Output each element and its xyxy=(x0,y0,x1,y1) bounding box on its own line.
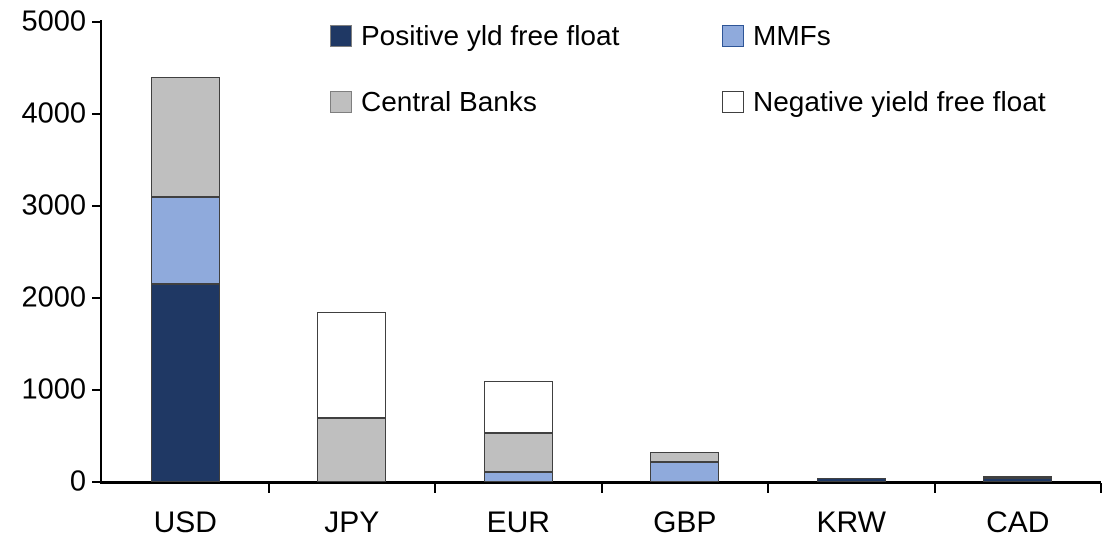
x-axis-tick xyxy=(767,483,769,493)
y-axis-tick xyxy=(92,297,100,299)
legend-swatch-icon xyxy=(722,91,744,113)
bar-segment-cad-positive-yld-free-float xyxy=(983,478,1053,482)
legend-item-label: Negative yield free float xyxy=(753,86,1046,117)
y-axis-tick-label: 5000 xyxy=(21,5,86,38)
bar-segment-krw-positive-yld-free-float xyxy=(816,477,886,482)
bar-segment-eur-negative-yield-free-float xyxy=(483,380,553,434)
x-axis-tick xyxy=(933,483,936,493)
x-axis-category-label: CAD xyxy=(986,506,1050,539)
x-axis-tick xyxy=(1100,483,1102,493)
x-axis-category-label: JPY xyxy=(324,506,380,539)
y-axis-tick-label: 3000 xyxy=(21,189,86,222)
y-axis-tick xyxy=(92,481,100,483)
y-axis-tick-label: 1000 xyxy=(21,373,86,406)
x-axis-line xyxy=(100,481,1101,484)
legend-item-label: Positive yld free float xyxy=(361,20,620,51)
legend-item-mmfs: MMFs xyxy=(722,22,831,50)
y-axis-tick-label: 2000 xyxy=(21,281,86,314)
x-axis-tick xyxy=(600,483,603,493)
bar-segment-usd-mmfs xyxy=(150,196,220,285)
legend-item-label: MMFs xyxy=(753,20,831,51)
legend-item-negative-yield-free-float: Negative yield free float xyxy=(722,88,1046,116)
bar-segment-usd-central-banks xyxy=(150,77,220,197)
bar-segment-eur-mmfs xyxy=(483,471,553,482)
y-axis-tick xyxy=(92,389,100,391)
legend-item-central-banks: Central Banks xyxy=(330,88,537,116)
legend-swatch-icon xyxy=(330,91,352,113)
bar-segment-gbp-mmfs xyxy=(650,461,720,482)
y-axis-line xyxy=(100,20,102,484)
bar-segment-eur-central-banks xyxy=(483,433,553,472)
legend-swatch-icon xyxy=(330,25,352,47)
y-axis-tick xyxy=(92,113,100,115)
x-axis-category-label: USD xyxy=(153,506,217,539)
y-axis-tick xyxy=(92,21,100,23)
legend-swatch-icon xyxy=(722,25,744,47)
bar-segment-jpy-negative-yield-free-float xyxy=(317,311,387,418)
legend-item-positive-yld-free-float: Positive yld free float xyxy=(330,22,619,50)
y-axis-tick-label: 0 xyxy=(69,465,86,498)
x-axis-tick xyxy=(267,483,270,493)
bar-segment-gbp-central-banks xyxy=(650,451,720,462)
legend-item-label: Central Banks xyxy=(361,86,537,117)
y-axis-tick xyxy=(92,205,100,207)
x-axis-category-label: EUR xyxy=(486,506,550,539)
x-axis-tick xyxy=(434,483,436,493)
bar-segment-cad-central-banks xyxy=(983,475,1053,479)
bar-segment-usd-positive-yld-free-float xyxy=(150,284,220,482)
x-axis-category-label: KRW xyxy=(816,506,886,539)
x-axis-category-label: GBP xyxy=(653,506,717,539)
bar-segment-jpy-central-banks xyxy=(317,417,387,482)
y-axis-tick-label: 4000 xyxy=(21,97,86,130)
